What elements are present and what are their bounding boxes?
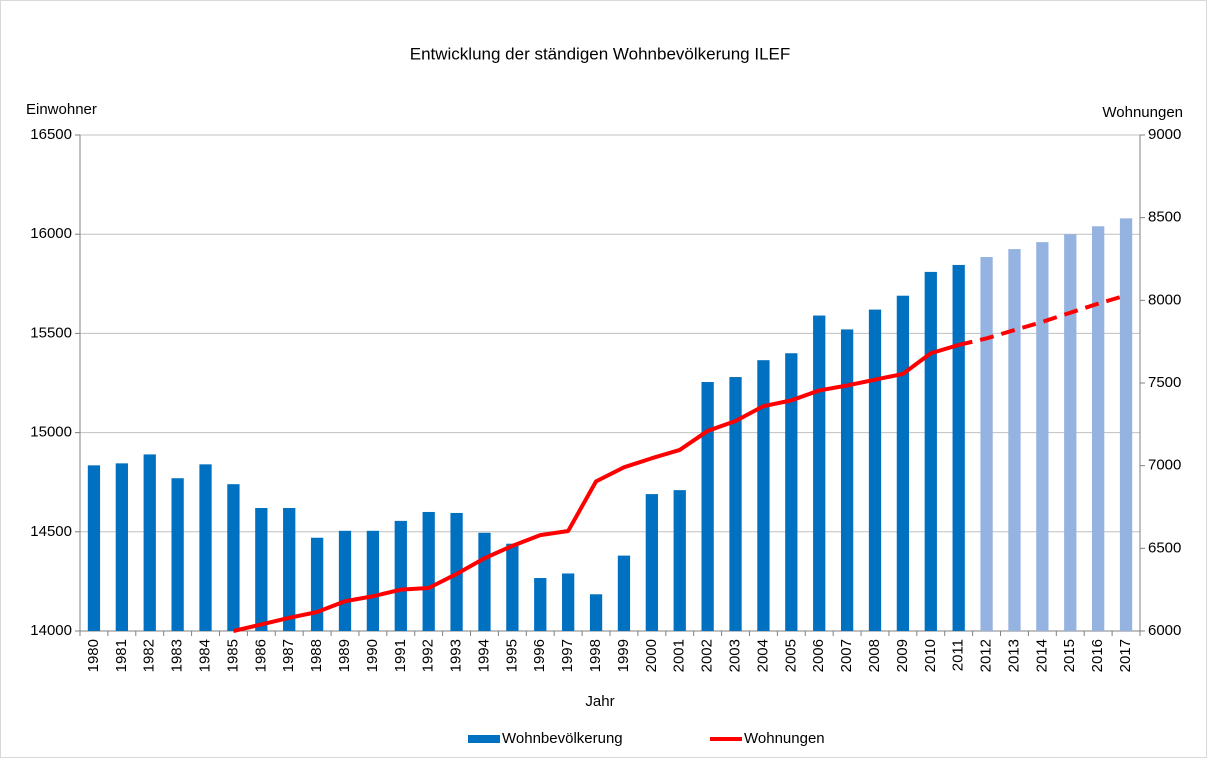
x-tick-label: 1991 [392,639,409,672]
x-tick-label: 1988 [308,639,325,672]
x-tick-label: 2015 [1061,639,1078,672]
bar [617,555,631,631]
x-tick-label: 1982 [141,639,158,672]
bar [785,353,798,631]
y2-tick-label: 8000 [1148,291,1181,308]
bar [422,511,435,631]
bar [813,315,826,631]
x-tick-label: 2002 [699,639,716,672]
x-tick-label: 2011 [950,639,967,671]
bar [534,578,547,631]
x-tick-label: 1996 [531,639,548,672]
x-tick-label: 1980 [85,639,102,672]
bar [1092,226,1105,631]
x-tick-label: 2003 [726,639,743,672]
bar [952,264,965,631]
bar [701,382,714,631]
y-tick-label: 16000 [30,225,72,242]
y-tick-label: 15000 [30,424,72,441]
bar [1036,242,1049,632]
x-tick-label: 1990 [364,639,381,672]
y-tick-label: 14000 [30,622,72,639]
line [232,343,960,633]
bar [1064,234,1077,631]
x-tick-label: 2017 [1117,639,1134,672]
x-tick-label: 2006 [810,639,827,672]
legend-label: Wohnungen [744,730,825,747]
bar [143,454,156,631]
x-tick-label: 2010 [922,639,939,672]
x-tick-label: 2013 [1005,639,1022,672]
bar [980,257,993,631]
y-tick-label: 16500 [30,126,72,143]
y-tick-label: 14500 [30,523,72,540]
bar [729,377,742,631]
y2-tick-label: 7000 [1148,457,1181,474]
y2-tick-label: 6000 [1148,622,1181,639]
x-tick-label: 2012 [978,639,995,672]
x-tick-label: 1994 [475,639,492,672]
bar [506,543,519,631]
x-tick-label: 2014 [1033,639,1050,672]
bar [645,494,658,631]
bar [673,490,686,631]
y2-tick-label: 9000 [1148,126,1181,143]
bar [394,520,407,631]
y2-axis-title: Wohnungen [1102,104,1183,121]
bar [868,309,882,631]
x-tick-label: 2009 [894,639,911,672]
x-tick-label: 1989 [336,639,353,672]
x-tick-label: 1992 [420,639,437,672]
bar [338,530,352,631]
x-tick-label: 1999 [615,639,632,672]
chart-title: Entwicklung der ständigen Wohnbevölkerun… [410,44,791,63]
bar [283,507,296,631]
x-tick-label: 2016 [1089,639,1106,672]
bar [1008,249,1021,631]
x-tick-label: 1986 [252,639,269,672]
bar [478,532,491,631]
bar [171,478,184,631]
legend-label: Wohnbevölkerung [502,730,623,747]
x-tick-label: 1993 [448,639,465,672]
x-tick-label: 2007 [838,639,855,672]
y2-tick-label: 7500 [1148,374,1181,391]
x-tick-label: 2001 [671,639,688,672]
x-tick-label: 1984 [196,639,213,672]
bar [227,484,240,631]
x-tick-label: 2000 [643,639,660,672]
bar [757,360,770,631]
line-projection [958,293,1127,347]
bar [840,329,854,631]
x-axis-title: Jahr [585,693,614,710]
bar [896,295,910,631]
bar [589,594,603,631]
x-tick-label: 2008 [866,639,883,672]
bar [255,507,268,631]
bar [366,530,380,631]
bar [562,573,575,631]
bar [115,463,128,631]
bar [1119,218,1133,631]
x-tick-label: 1983 [169,639,186,672]
bar [87,465,101,631]
y-tick-label: 15500 [30,324,72,341]
x-tick-label: 1981 [113,639,130,672]
x-tick-label: 2004 [754,639,771,672]
x-tick-label: 1985 [224,639,241,672]
legend-swatch [468,735,500,743]
bar [199,464,212,631]
x-tick-label: 2005 [782,639,799,672]
bar [310,537,324,631]
x-tick-label: 1998 [587,639,604,672]
y2-tick-label: 6500 [1148,539,1181,556]
y-axis-title: Einwohner [26,101,97,118]
bar [924,271,937,631]
x-tick-label: 1997 [559,639,576,672]
x-tick-label: 1995 [503,639,520,672]
x-tick-label: 1987 [280,639,297,672]
y2-tick-label: 8500 [1148,209,1181,226]
